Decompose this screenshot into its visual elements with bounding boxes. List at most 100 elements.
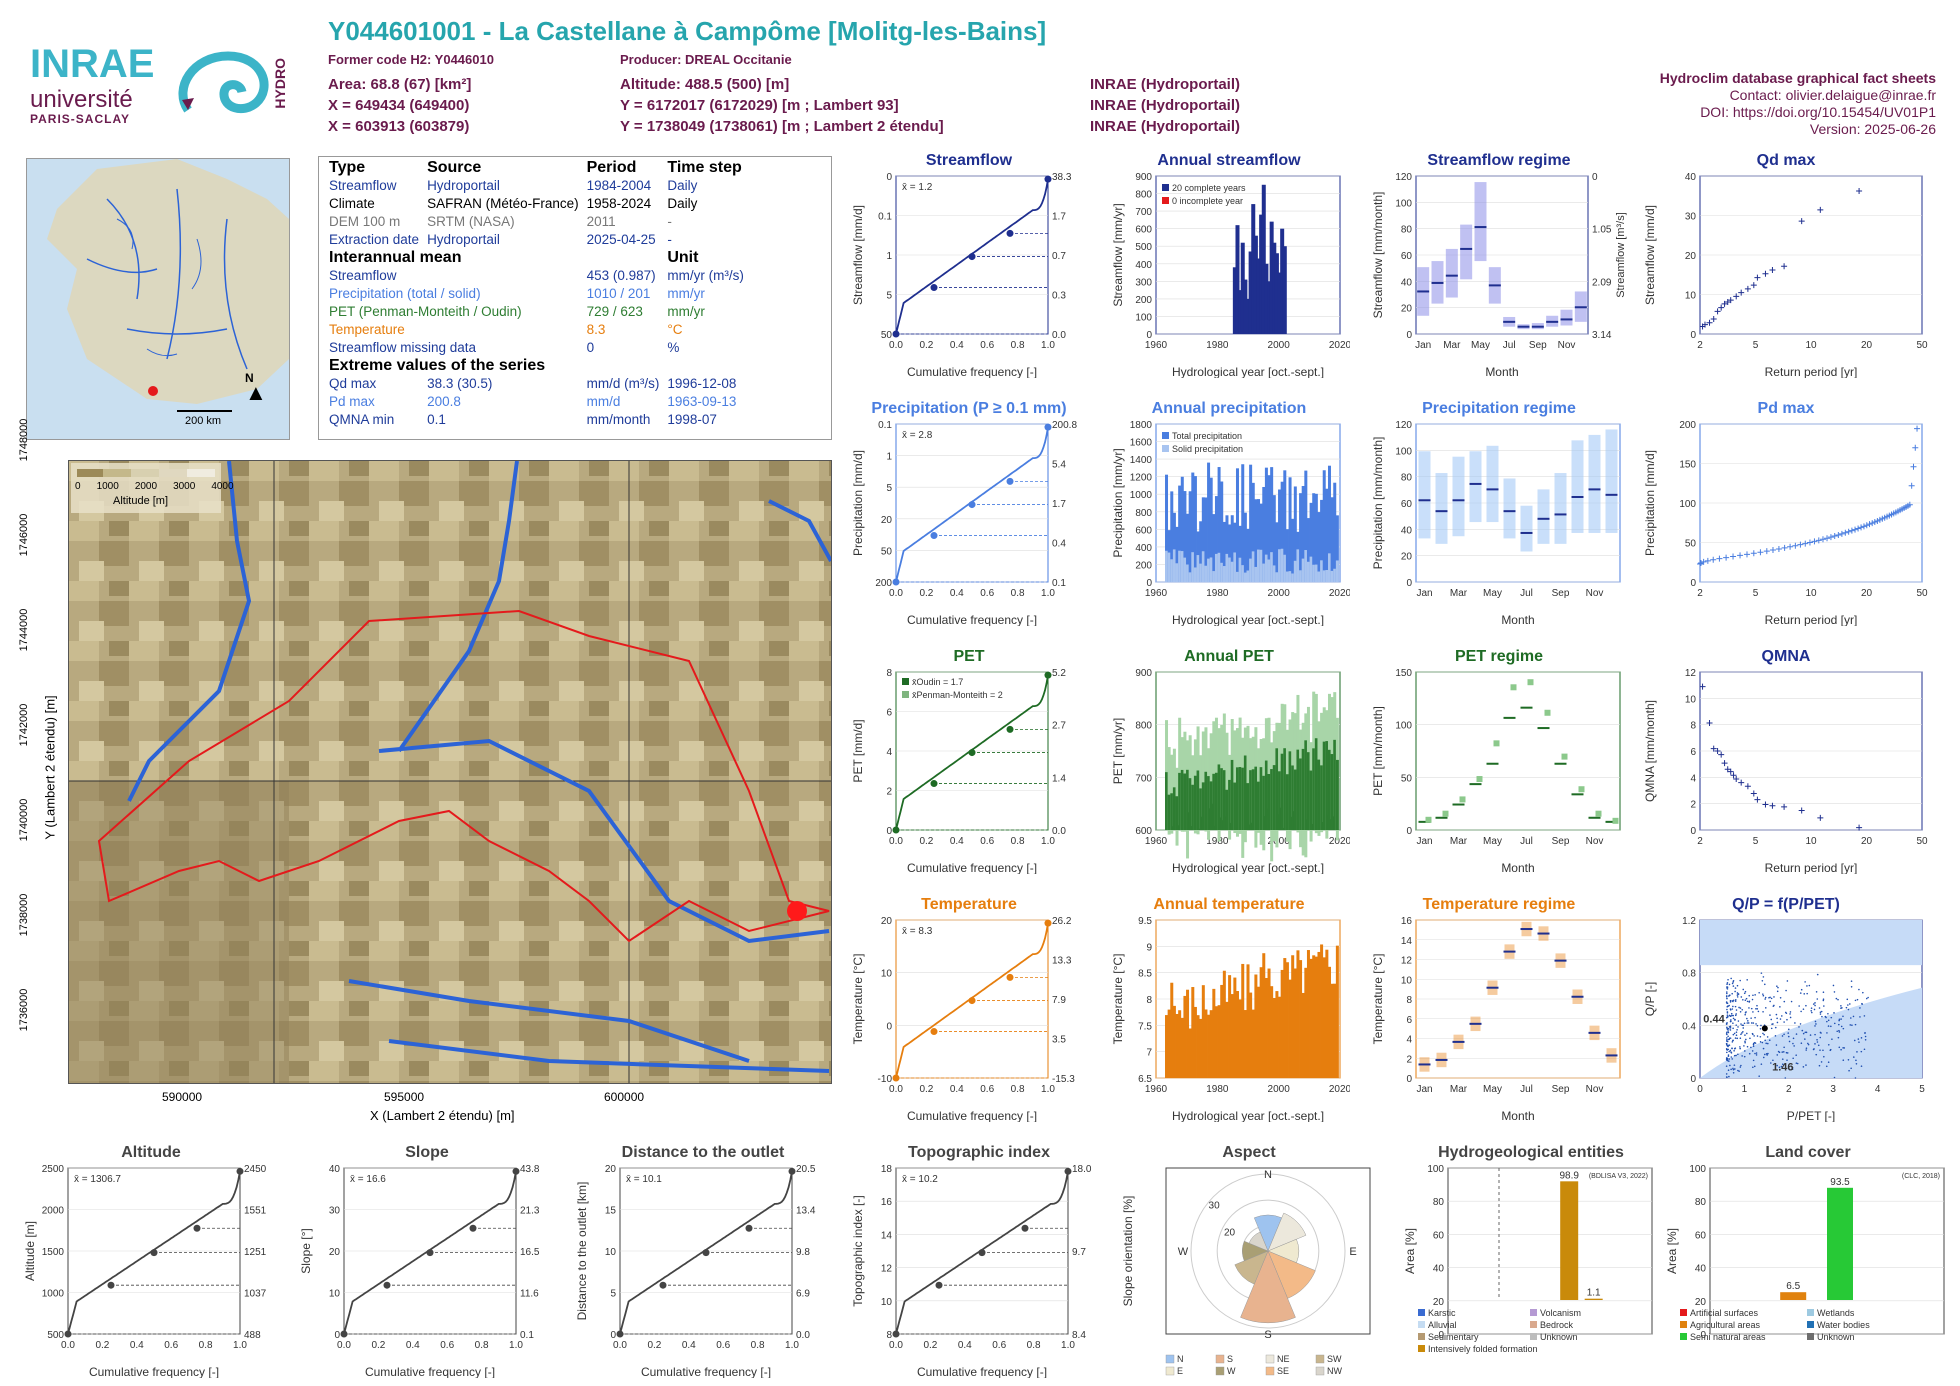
- bar: [1175, 1013, 1179, 1078]
- data-point: [1727, 1035, 1729, 1038]
- ring-label: 20: [1224, 1228, 1236, 1239]
- annual_temperature-panel: Annual temperature Hydrological year [oct…: [1108, 896, 1352, 1124]
- page-title: Y044601001 - La Castellane à Campôme [Mo…: [328, 16, 1047, 46]
- data-point: [1780, 1015, 1783, 1017]
- legend-label: Semi natural areas: [1690, 1332, 1766, 1342]
- data-point: [1816, 1041, 1819, 1043]
- legend-label: S: [1227, 1354, 1233, 1364]
- bar-solid: [1285, 571, 1289, 582]
- data-point: [1787, 1028, 1790, 1031]
- data-point: [1831, 1038, 1833, 1040]
- legend-label: Volcanism: [1540, 1308, 1581, 1318]
- data-point: [1808, 984, 1811, 987]
- tick-label: 60: [1401, 499, 1413, 510]
- y-axis-label: Slope orientation [%]: [1121, 1196, 1135, 1307]
- tick-label: 10: [881, 1297, 893, 1308]
- data-point: [1727, 1069, 1730, 1072]
- bar: [1309, 958, 1313, 1078]
- x-axis-label: Return period [yr]: [1765, 861, 1858, 874]
- x-axis-label: Cumulative frequency [-]: [641, 1365, 771, 1378]
- data-point: [1781, 1063, 1784, 1066]
- box: [1486, 445, 1499, 523]
- data-point: [1858, 524, 1865, 531]
- tick-label: 1980: [1206, 340, 1229, 351]
- data-point: [1775, 1013, 1778, 1016]
- data-point: [1706, 319, 1713, 326]
- data-point: [1700, 558, 1707, 565]
- right-tick-label: 0.7: [1052, 251, 1066, 262]
- bar: [1285, 529, 1289, 582]
- bar: [1320, 944, 1324, 1078]
- data-point: [1838, 1029, 1840, 1032]
- tick-label: 0.0: [889, 1340, 903, 1351]
- bar: [1320, 499, 1324, 582]
- box: [1460, 224, 1473, 280]
- tick-label: 1600: [1130, 438, 1153, 449]
- precipitation_regime-panel: Precipitation regime Month Precipitation […: [1368, 400, 1630, 628]
- data-point: [1737, 1053, 1739, 1056]
- data-point: [1754, 1016, 1756, 1019]
- bar-solid: [1196, 555, 1200, 582]
- altitude-chart: Cumulative frequency [-] Altitude [m] 0.0 0…: [23, 1164, 267, 1379]
- bar: [1259, 967, 1263, 1078]
- data-point: [1729, 1029, 1732, 1031]
- data-point: [1737, 552, 1744, 559]
- data-point: [1769, 996, 1771, 999]
- data-point: [1860, 523, 1867, 530]
- tick-label: 120: [1395, 172, 1412, 183]
- bar: [1209, 781, 1213, 830]
- data-point: [1756, 1004, 1758, 1007]
- bar: [1261, 184, 1266, 334]
- data-point: [1776, 1017, 1778, 1020]
- legend-label: Wetlands: [1817, 1308, 1855, 1318]
- data-point: [1754, 1052, 1756, 1055]
- data-point: [1772, 1005, 1775, 1007]
- data-point: [1726, 1031, 1728, 1034]
- bar: [1259, 214, 1264, 334]
- y-axis-label: QMNA [mm/month]: [1643, 700, 1657, 802]
- data-point: [1734, 1014, 1737, 1017]
- y-axis-label: PET [mm/month]: [1371, 706, 1385, 796]
- bar: [1317, 512, 1321, 582]
- right-tick-label: 6.9: [796, 1289, 810, 1300]
- bar-solid: [1327, 553, 1331, 582]
- tick-label: 4: [1690, 773, 1696, 784]
- box-pm: [1527, 679, 1534, 686]
- data-point: [1846, 998, 1849, 1001]
- data-point: [1847, 1004, 1849, 1006]
- map-ytick: 1738000: [18, 893, 30, 937]
- tick-label: 0.6: [716, 1340, 730, 1351]
- data-point: [1710, 556, 1717, 563]
- tick-label: Mar: [1443, 340, 1461, 351]
- bar: [1183, 773, 1187, 830]
- data-point: [1838, 1046, 1841, 1049]
- tick-label: 0.6: [980, 836, 994, 847]
- interannual-heading: Interannual mean: [329, 249, 462, 266]
- info-table: Type Source Period Time step Streamflow Hydr…: [325, 159, 748, 429]
- bar-solid: [1243, 572, 1247, 582]
- tick-label: 1.2: [1682, 916, 1696, 927]
- tick-label: Sep: [1552, 588, 1570, 599]
- right-tick-label: 1.7: [1052, 212, 1066, 223]
- bar: [1317, 759, 1321, 830]
- tick-label: Mar: [1450, 1084, 1468, 1095]
- tick-label: 1: [886, 452, 892, 463]
- legend-label: NW: [1327, 1366, 1342, 1376]
- data-point: [1718, 751, 1725, 758]
- data-point: [1750, 1046, 1752, 1049]
- map-ytick: 1736000: [18, 988, 30, 1032]
- doi-link[interactable]: DOI: https://doi.org/10.15454/UV01P1: [1700, 104, 1936, 120]
- data-point: [1732, 1022, 1734, 1024]
- legend-swatch: [1162, 197, 1169, 204]
- legend-swatch: [1215, 1366, 1225, 1376]
- y-axis-label: Streamflow [mm/yr]: [1111, 203, 1125, 306]
- legend-label: x̄Penman-Monteith = 2: [912, 690, 1003, 700]
- tick-label: 200: [1135, 295, 1152, 306]
- contact[interactable]: Contact: olivier.delaigue@inrae.fr: [1729, 87, 1936, 103]
- data-point: [1756, 1008, 1759, 1010]
- factsheet-info: Hydroclim database graphical fact sheets…: [1660, 70, 1936, 138]
- right-tick-label: 3.5: [1052, 1035, 1066, 1046]
- tick-label: 7: [1146, 1048, 1152, 1059]
- streamflow-title: Streamflow: [925, 152, 1013, 169]
- tick-label: 50: [1401, 773, 1413, 784]
